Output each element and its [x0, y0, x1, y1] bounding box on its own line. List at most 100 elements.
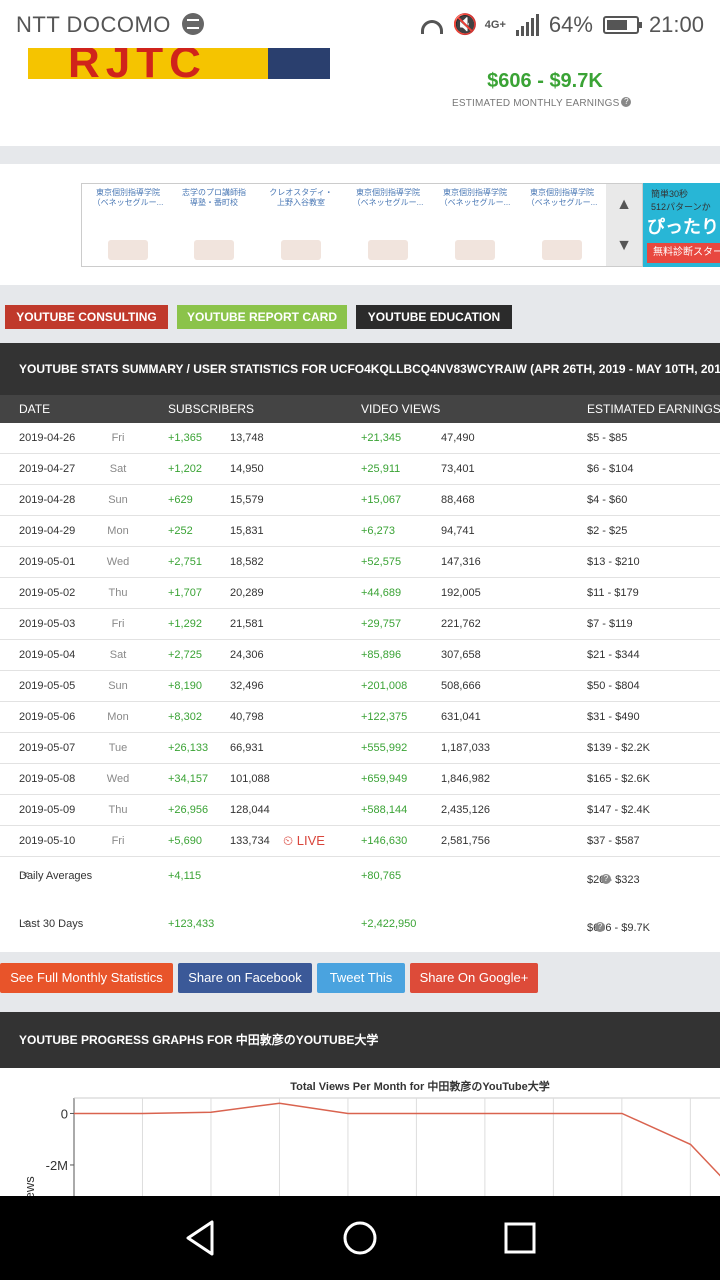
row-day: Thu: [108, 587, 128, 599]
share-icon[interactable]: <: [23, 918, 29, 929]
row-subscribers-total: 24,306: [230, 649, 264, 661]
row-date: 2019-05-09: [19, 804, 76, 816]
column-earnings: ESTIMATED EARNINGS: [587, 402, 720, 416]
row-date: 2019-05-02: [19, 587, 76, 599]
row-subscribers-delta: +1,365: [168, 432, 202, 444]
share-google-button[interactable]: Share On Google+: [410, 963, 538, 993]
row-subscribers-total: 66,931: [230, 742, 264, 754]
row-views-total: 307,658: [441, 649, 481, 661]
back-icon[interactable]: [178, 1216, 222, 1260]
row-subscribers-total: 101,088: [230, 773, 270, 785]
ad-item[interactable]: 東京個別指導学院 （ベネッセグルー...: [433, 188, 517, 264]
row-views-total: 147,316: [441, 556, 481, 568]
youtube-education-button[interactable]: YOUTUBE EDUCATION: [356, 305, 512, 329]
row-views-delta: +25,911: [361, 463, 401, 475]
daily-averages-earnings-text: $20 - $323: [587, 874, 640, 886]
ad-item-title: 志学のプロ講師指: [182, 188, 246, 197]
row-earnings: $5 - $85: [587, 432, 628, 444]
chart-y-tick-label: 0: [61, 1106, 68, 1121]
row-date: 2019-04-26: [19, 432, 76, 444]
row-views-total: 88,468: [441, 494, 475, 506]
row-date: 2019-05-01: [19, 556, 76, 568]
carrier-name: NTT DOCOMO: [16, 12, 171, 37]
table-row: 2019-05-10 Fri +5,690 133,734 +146,630 2,581,…: [0, 826, 720, 857]
row-day: Mon: [107, 711, 129, 723]
monthly-statistics-button[interactable]: See Full Monthly Statistics: [0, 963, 173, 993]
battery-percent: 64%: [548, 12, 593, 37]
help-icon[interactable]: ?: [621, 97, 632, 107]
tweet-button[interactable]: Tweet This: [317, 963, 405, 993]
row-day: Tue: [108, 742, 128, 754]
scroll-up-icon[interactable]: ▲: [616, 196, 632, 213]
chart-y-tick-label: -2M: [46, 1158, 68, 1173]
ad-item[interactable]: クレオスタディ・ 上野入谷教室: [259, 188, 343, 264]
youtube-report-card-button[interactable]: YOUTUBE REPORT CARD: [177, 305, 347, 329]
row-views-total: 73,401: [441, 463, 475, 475]
live-indicator[interactable]: ⏲ LIVE: [283, 833, 325, 849]
row-views-total: 221,762: [441, 618, 481, 630]
row-views-total: 508,666: [441, 680, 481, 692]
ad-item-subtitle: 上野入谷教室: [277, 198, 325, 207]
row-day: Thu: [108, 804, 128, 816]
row-views-delta: +6,273: [361, 525, 395, 537]
row-day: Sun: [108, 680, 128, 692]
row-day: Sat: [109, 649, 127, 661]
mute-icon: 🔇: [452, 14, 478, 36]
row-subscribers-total: 14,950: [230, 463, 264, 475]
ad-item-subtitle: （ベネッセグルー...: [352, 198, 424, 207]
row-views-delta: +201,008: [361, 680, 408, 692]
row-date: 2019-05-03: [19, 618, 76, 630]
divider: [0, 146, 720, 164]
row-views-total: 631,041: [441, 711, 481, 723]
monthly-earnings-value: $606 - $9.7K: [487, 70, 603, 92]
scroll-down-icon[interactable]: ▼: [616, 237, 632, 254]
row-views-total: 47,490: [441, 432, 475, 444]
row-views-total: 1,187,033: [441, 742, 490, 754]
last-30-days-views: +2,422,950: [361, 918, 417, 930]
table-row: 2019-05-03 Fri +1,292 21,581 +29,757 221,762 $…: [0, 609, 720, 640]
row-views-delta: +146,630: [361, 835, 408, 847]
recents-icon[interactable]: [498, 1216, 542, 1260]
daily-averages-subs: +4,115: [168, 870, 202, 882]
home-icon[interactable]: [338, 1216, 382, 1260]
table-row: 2019-05-08 Wed +34,157 101,088 +659,949 1,846…: [0, 764, 720, 795]
row-day: Mon: [107, 525, 129, 537]
table-row: 2019-05-07 Tue +26,133 66,931 +555,992 1,187,…: [0, 733, 720, 764]
row-views-delta: +29,757: [361, 618, 402, 630]
ad-item[interactable]: 東京個別指導学院 （ベネッセグルー...: [520, 188, 604, 264]
row-subscribers-delta: +1,202: [168, 463, 202, 475]
spotify-icon: [181, 13, 204, 35]
clock: 21:00: [648, 12, 704, 37]
ad-carousel[interactable]: 東京個別指導学院 （ベネッセグルー... 志学のプロ講師指 導塾・番町校 クレオスタ…: [81, 183, 643, 267]
ad-item-title: クレオスタディ・: [269, 188, 333, 197]
share-icon[interactable]: <: [23, 870, 29, 881]
row-date: 2019-04-27: [19, 463, 76, 475]
ad-item-subtitle: （ベネッセグルー...: [92, 198, 164, 207]
daily-averages-row: Daily Averages < +4,115 +80,765 $20 - $32…: [0, 857, 720, 905]
row-earnings: $7 - $119: [587, 618, 633, 630]
row-subscribers-delta: +1,292: [168, 618, 202, 630]
youtube-consulting-button[interactable]: YOUTUBE CONSULTING: [5, 305, 168, 329]
battery-icon: [602, 16, 642, 34]
row-earnings: $21 - $344: [587, 649, 640, 661]
help-icon[interactable]: ?: [595, 922, 605, 932]
ad-item[interactable]: 東京個別指導学院 （ベネッセグルー...: [86, 188, 170, 264]
signal-icon: [515, 14, 539, 36]
row-earnings: $37 - $587: [587, 835, 640, 847]
ad-item[interactable]: 志学のプロ講師指 導塾・番町校: [172, 188, 256, 264]
column-date: DATE: [19, 402, 51, 416]
monthly-earnings-label: ESTIMATED MONTHLY EARNINGS?: [452, 97, 632, 109]
column-subscribers: SUBSCRIBERS: [168, 402, 255, 416]
ad-item[interactable]: 東京個別指導学院 （ベネッセグルー...: [346, 188, 430, 264]
row-date: 2019-05-05: [19, 680, 76, 692]
row-subscribers-delta: +629: [168, 494, 193, 506]
row-date: 2019-05-10: [19, 835, 76, 847]
row-earnings: $6 - $104: [587, 463, 634, 475]
row-subscribers-delta: +34,157: [168, 773, 209, 785]
stats-summary-title: YOUTUBE STATS SUMMARY / USER STATISTICS …: [0, 343, 720, 395]
row-date: 2019-04-29: [19, 525, 76, 537]
share-facebook-button[interactable]: Share on Facebook: [178, 963, 312, 993]
row-earnings: $139 - $2.2K: [587, 742, 650, 754]
help-icon[interactable]: ?: [601, 874, 611, 884]
